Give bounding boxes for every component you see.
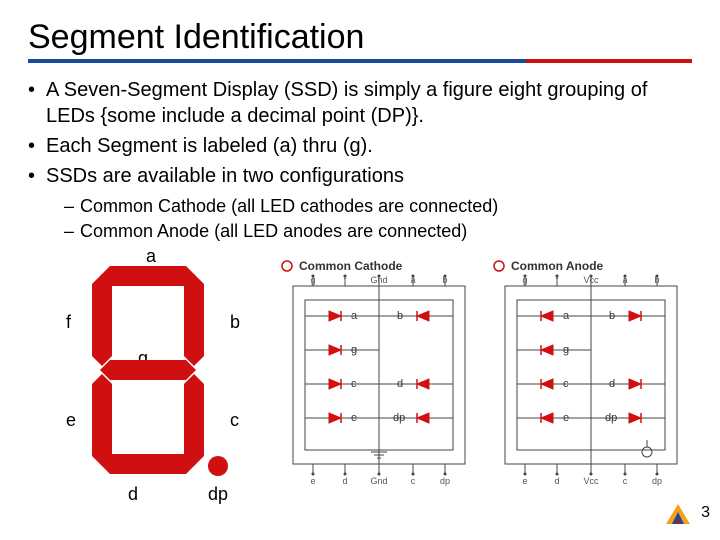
svg-text:Vcc: Vcc <box>583 275 599 285</box>
svg-text:g: g <box>351 344 357 356</box>
segment-f <box>92 274 112 366</box>
svg-text:g: g <box>522 275 527 285</box>
svg-text:c: c <box>563 378 569 390</box>
svg-text:dp: dp <box>605 412 617 424</box>
svg-text:b: b <box>609 310 615 322</box>
bullet-2: Each Segment is labeled (a) thru (g). <box>28 133 692 159</box>
pins-top: g f Gnd a b <box>310 274 447 286</box>
common-cathode-diagram: Common Cathode g f Gnd a b <box>278 256 480 512</box>
svg-text:Vcc: Vcc <box>583 476 599 486</box>
segment-c <box>184 374 204 466</box>
svg-text:g: g <box>563 344 569 356</box>
svg-text:Gnd: Gnd <box>370 275 387 285</box>
svg-text:dp: dp <box>393 412 405 424</box>
seven-segment-diagram: a f b g e c d dp <box>28 252 278 512</box>
seven-segment-svg <box>88 262 238 492</box>
svg-text:d: d <box>554 476 559 486</box>
title-rule <box>28 59 692 63</box>
svg-text:d: d <box>342 476 347 486</box>
vcc-icon <box>642 440 652 457</box>
svg-text:b: b <box>654 275 659 285</box>
svg-text:e: e <box>522 476 527 486</box>
svg-text:dp: dp <box>440 476 450 486</box>
bullet-list: A Seven-Segment Display (SSD) is simply … <box>28 77 692 244</box>
circuit-title-cathode: Common Cathode <box>299 259 403 273</box>
sub-bullet-2: Common Anode (all LED anodes are connect… <box>28 220 692 243</box>
svg-text:a: a <box>622 275 627 285</box>
svg-text:a: a <box>563 310 570 322</box>
svg-text:c: c <box>623 476 628 486</box>
svg-text:g: g <box>310 275 315 285</box>
bullet-3: SSDs are available in two configurations <box>28 163 692 189</box>
svg-text:a: a <box>410 275 415 285</box>
svg-text:d: d <box>397 378 403 390</box>
segment-label-e: e <box>66 410 76 431</box>
segment-e <box>92 374 112 466</box>
svg-text:dp: dp <box>652 476 662 486</box>
svg-text:a: a <box>351 310 358 322</box>
svg-text:c: c <box>411 476 416 486</box>
sub-bullet-1: Common Cathode (all LED cathodes are con… <box>28 195 692 218</box>
circuit-title-anode: Common Anode <box>511 259 604 273</box>
logo-icon <box>664 502 692 526</box>
svg-text:e: e <box>310 476 315 486</box>
svg-text:Gnd: Gnd <box>370 476 387 486</box>
segment-g <box>100 360 196 380</box>
page-title: Segment Identification <box>28 18 692 57</box>
segment-b <box>184 274 204 366</box>
svg-text:b: b <box>397 310 403 322</box>
segment-label-f: f <box>66 312 71 333</box>
segment-dp <box>208 456 228 476</box>
bullet-1: A Seven-Segment Display (SSD) is simply … <box>28 77 692 129</box>
page-number: 3 <box>701 504 710 522</box>
svg-text:b: b <box>442 275 447 285</box>
svg-text:e: e <box>563 412 569 424</box>
segment-a <box>100 266 196 286</box>
svg-text:d: d <box>609 378 615 390</box>
segment-d <box>100 454 196 474</box>
pins-bottom: e d Gnd c dp <box>310 464 450 486</box>
svg-text:c: c <box>351 378 357 390</box>
svg-text:e: e <box>351 412 357 424</box>
common-anode-diagram: Common Anode g f Vcc a b <box>490 256 692 512</box>
